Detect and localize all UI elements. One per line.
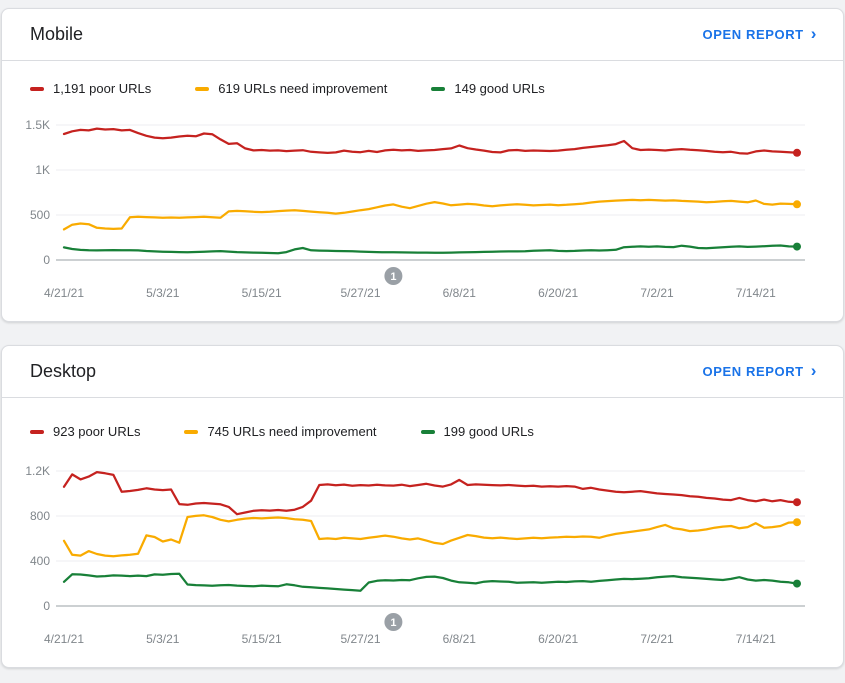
legend-item-needs-improvement[interactable]: 619 URLs need improvement — [195, 81, 387, 96]
x-tick-label: 7/14/21 — [736, 632, 776, 646]
good-series-swatch-icon — [431, 86, 446, 91]
page-title-desktop: Desktop — [30, 361, 97, 381]
desktop-line-chart[interactable]: 0 400 800 1.2K 4/21/21 5/3/21 5/15/21 5/27/21 6/… — [2, 454, 845, 659]
x-tick-label: 7/14/21 — [736, 286, 776, 300]
desktop-card: Desktop OPEN REPORT › 923 poor URLs 745 … — [1, 345, 844, 668]
poor-series-line[interactable] — [62, 470, 799, 516]
annotation-marker-label: 1 — [390, 617, 396, 629]
needs-improvement-series-line[interactable] — [62, 514, 799, 558]
needs-improvement-series-end-dot[interactable] — [793, 200, 801, 209]
page-title-mobile: Mobile — [30, 24, 84, 44]
open-report-button-desktop[interactable]: OPEN REPORT › — [702, 361, 818, 380]
x-tick-label: 7/2/21 — [640, 632, 674, 646]
y-tick-label: 0 — [43, 253, 50, 267]
poor-series-end-dot[interactable] — [793, 148, 801, 157]
poor-series-end-dot[interactable] — [793, 498, 801, 507]
legend-label-poor: 923 poor URLs — [53, 424, 141, 439]
legend-item-good[interactable]: 199 good URLs — [420, 424, 534, 439]
x-tick-label: 6/8/21 — [443, 632, 477, 646]
y-tick-label: 1K — [35, 163, 50, 177]
x-tick-label: 5/3/21 — [146, 632, 180, 646]
legend-item-good[interactable]: 149 good URLs — [431, 81, 545, 96]
desktop-card-header: Desktop OPEN REPORT › — [2, 346, 843, 398]
legend-label-needs-improvement: 745 URLs need improvement — [207, 424, 377, 439]
x-tick-label: 5/15/21 — [242, 286, 282, 300]
x-tick-label: 4/21/21 — [44, 286, 84, 300]
y-tick-label: 1.5K — [25, 118, 50, 132]
y-tick-label: 1.2K — [25, 464, 50, 478]
chevron-right-icon: › — [810, 361, 817, 380]
annotation-marker-label: 1 — [390, 271, 396, 283]
legend-label-needs-improvement: 619 URLs need improvement — [218, 81, 388, 96]
core-web-vitals-page: { "colors": { "poor": "#c5221f", "needs_… — [0, 8, 845, 683]
x-tick-label: 7/2/21 — [640, 286, 674, 300]
annotation-marker-1[interactable] — [384, 613, 403, 631]
good-series-end-dot[interactable] — [793, 242, 801, 251]
good-series-line[interactable] — [62, 244, 799, 255]
x-tick-label: 5/27/21 — [340, 632, 380, 646]
needs-improvement-series-swatch-icon — [195, 86, 210, 91]
chevron-right-icon: › — [810, 24, 817, 43]
good-series-swatch-icon — [420, 429, 435, 434]
desktop-legend: 923 poor URLs 745 URLs need improvement … — [30, 424, 534, 439]
poor-series-swatch-icon — [30, 429, 44, 434]
y-tick-label: 800 — [30, 509, 50, 523]
poor-series-swatch-icon — [30, 86, 44, 91]
open-report-label: OPEN REPORT — [702, 364, 804, 379]
annotation-marker-1[interactable] — [384, 267, 403, 285]
legend-label-good: 149 good URLs — [454, 81, 545, 96]
y-tick-label: 500 — [30, 208, 50, 222]
legend-label-good: 199 good URLs — [443, 424, 534, 439]
legend-item-poor[interactable]: 1,191 poor URLs — [30, 81, 151, 96]
needs-improvement-series-end-dot[interactable] — [793, 518, 801, 527]
y-tick-label: 400 — [30, 554, 50, 568]
needs-improvement-series-swatch-icon — [184, 429, 199, 434]
x-tick-label: 6/20/21 — [538, 632, 578, 646]
mobile-legend: 1,191 poor URLs 619 URLs need improvemen… — [30, 81, 545, 96]
open-report-button-mobile[interactable]: OPEN REPORT › — [702, 24, 818, 43]
good-series-end-dot[interactable] — [793, 579, 801, 588]
legend-item-poor[interactable]: 923 poor URLs — [30, 424, 140, 439]
open-report-label: OPEN REPORT — [702, 27, 804, 42]
mobile-card-header: Mobile OPEN REPORT › — [2, 9, 843, 61]
needs-improvement-series-line[interactable] — [62, 198, 799, 231]
x-tick-label: 5/3/21 — [146, 286, 180, 300]
x-tick-label: 4/21/21 — [44, 632, 84, 646]
legend-label-poor: 1,191 poor URLs — [53, 81, 152, 96]
x-tick-label: 5/27/21 — [340, 286, 380, 300]
poor-series-line[interactable] — [62, 127, 799, 155]
mobile-card: Mobile OPEN REPORT › 1,191 poor URLs 619… — [1, 8, 844, 322]
y-tick-label: 0 — [43, 599, 50, 613]
mobile-line-chart[interactable]: 0 500 1K 1.5K 4/21/21 5/3/21 5/15/21 5/27/21 6/8… — [2, 108, 845, 313]
x-tick-label: 5/15/21 — [242, 632, 282, 646]
good-series-line[interactable] — [62, 572, 799, 592]
x-tick-label: 6/8/21 — [443, 286, 477, 300]
legend-item-needs-improvement[interactable]: 745 URLs need improvement — [184, 424, 377, 439]
x-tick-label: 6/20/21 — [538, 286, 578, 300]
